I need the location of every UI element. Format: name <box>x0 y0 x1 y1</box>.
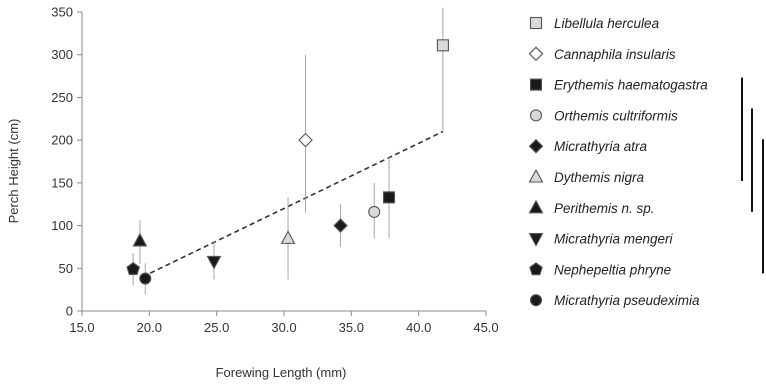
y-tick-label: 100 <box>51 218 73 233</box>
y-tick-label: 150 <box>51 175 73 190</box>
x-tick-label: 20.0 <box>137 320 162 335</box>
data-point <box>333 218 348 233</box>
legend-marker <box>528 168 544 183</box>
legend-label: Nephepeltia phryne <box>554 262 671 277</box>
trendline-layer <box>142 130 444 278</box>
data-point <box>139 272 152 285</box>
legend-label: Perithemis n. sp. <box>554 201 655 216</box>
legend-label: Micrathyria pseudeximia <box>554 293 700 308</box>
legend-marker <box>529 16 543 30</box>
x-tick-label: 45.0 <box>473 320 498 335</box>
legend-marker <box>529 262 543 276</box>
x-tick-label: 40.0 <box>406 320 431 335</box>
legend-marker <box>529 109 543 122</box>
data-point <box>382 191 396 204</box>
data-points <box>126 39 449 285</box>
y-tick-label: 200 <box>51 133 73 148</box>
y-tick-label: 50 <box>59 261 73 276</box>
data-point <box>298 132 313 148</box>
legend-marker <box>528 138 544 154</box>
x-tick-label: 25.0 <box>204 320 229 335</box>
legend-label: Cannaphila insularis <box>554 47 676 62</box>
y-tick-label: 0 <box>66 304 73 319</box>
group-brackets <box>741 77 764 274</box>
legend: Libellula herculea Cannaphila insularis Er… <box>528 16 708 308</box>
axes: 15.0 20.0 25.0 30.0 35.0 40.0 45.0 0 50 100 150 200… <box>51 5 498 336</box>
data-point <box>436 39 449 52</box>
legend-label: Micrathyria atra <box>554 139 648 154</box>
legend-marker <box>528 46 544 62</box>
legend-label: Erythemis haematogastra <box>554 78 708 93</box>
legend-marker <box>529 294 543 307</box>
legend-label: Libellula herculea <box>554 16 660 31</box>
x-axis-title: Forewing Length (mm) <box>216 365 347 380</box>
legend-label: Micrathyria mengeri <box>554 232 674 247</box>
legend-label: Dythemis nigra <box>554 170 645 185</box>
legend-marker <box>529 78 543 91</box>
data-point <box>126 261 141 275</box>
legend-label: Orthemis cultriformis <box>554 108 678 123</box>
y-tick-label: 300 <box>51 47 73 62</box>
x-tick-label: 15.0 <box>69 320 94 335</box>
legend-marker <box>528 199 544 214</box>
y-axis-title: Perch Height (cm) <box>6 119 21 224</box>
data-point <box>206 255 222 270</box>
trendline <box>142 130 444 278</box>
y-tick-label: 350 <box>51 5 73 20</box>
data-point <box>280 230 296 244</box>
data-point <box>132 232 148 247</box>
y-tick-label: 250 <box>51 90 73 105</box>
error-bars <box>132 7 444 294</box>
x-tick-label: 30.0 <box>271 320 296 335</box>
legend-marker <box>528 233 544 247</box>
data-point <box>368 205 381 218</box>
x-tick-label: 35.0 <box>339 320 364 335</box>
